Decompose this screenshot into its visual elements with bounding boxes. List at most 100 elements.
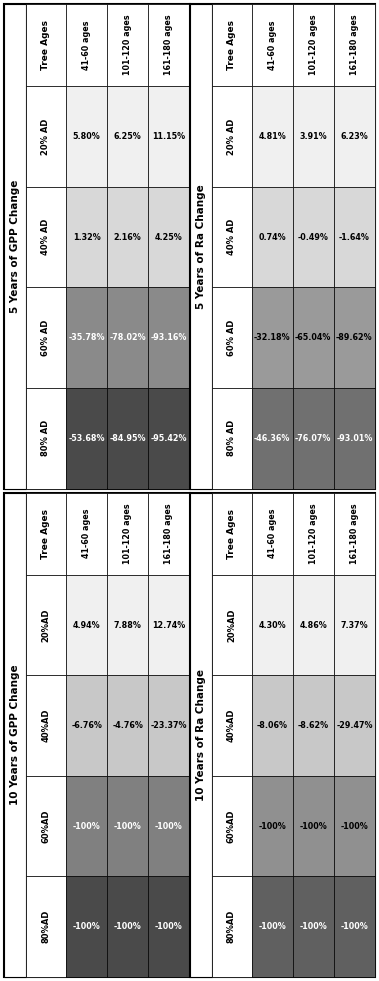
- Bar: [4, 4, 26, 489]
- Text: -100%: -100%: [155, 822, 183, 831]
- Text: 5 Years of Ra Change: 5 Years of Ra Change: [196, 183, 205, 309]
- Text: Tree Ages: Tree Ages: [41, 509, 50, 559]
- Bar: [334, 187, 375, 287]
- Bar: [334, 675, 375, 776]
- Text: -8.06%: -8.06%: [257, 721, 288, 730]
- Bar: [211, 4, 252, 86]
- Bar: [107, 675, 148, 776]
- Bar: [66, 86, 107, 187]
- Text: -6.76%: -6.76%: [71, 721, 102, 730]
- Text: Tree Ages: Tree Ages: [227, 509, 236, 559]
- Bar: [107, 575, 148, 675]
- Text: 6.23%: 6.23%: [341, 132, 368, 141]
- Bar: [252, 387, 293, 489]
- Bar: [26, 387, 66, 489]
- Text: -46.36%: -46.36%: [254, 434, 290, 442]
- Text: 80%AD: 80%AD: [227, 910, 236, 944]
- Text: 40% AD: 40% AD: [41, 219, 50, 255]
- Text: 80% AD: 80% AD: [227, 420, 236, 456]
- Text: -93.16%: -93.16%: [151, 334, 187, 342]
- Text: -8.62%: -8.62%: [298, 721, 329, 730]
- Bar: [211, 675, 252, 776]
- Text: 5.80%: 5.80%: [73, 132, 100, 141]
- Bar: [293, 86, 334, 187]
- Text: Tree Ages: Tree Ages: [41, 21, 50, 71]
- Bar: [252, 4, 293, 86]
- Bar: [293, 387, 334, 489]
- Text: -100%: -100%: [73, 922, 100, 931]
- Text: 20% AD: 20% AD: [41, 119, 50, 155]
- Text: -100%: -100%: [114, 822, 142, 831]
- Text: 80%AD: 80%AD: [41, 910, 50, 944]
- Bar: [148, 776, 190, 876]
- Bar: [4, 492, 26, 977]
- Text: -95.42%: -95.42%: [151, 434, 187, 442]
- Text: 11.15%: 11.15%: [152, 132, 185, 141]
- Text: -100%: -100%: [258, 922, 286, 931]
- Bar: [26, 575, 66, 675]
- Bar: [293, 187, 334, 287]
- Bar: [252, 575, 293, 675]
- Bar: [190, 492, 211, 977]
- Bar: [334, 387, 375, 489]
- Bar: [66, 575, 107, 675]
- Bar: [252, 187, 293, 287]
- Bar: [107, 492, 148, 575]
- Bar: [293, 776, 334, 876]
- Text: 1.32%: 1.32%: [73, 232, 100, 241]
- Text: -100%: -100%: [73, 822, 100, 831]
- Text: 161-180 ages: 161-180 ages: [164, 15, 174, 76]
- Text: 20%AD: 20%AD: [227, 608, 236, 642]
- Bar: [107, 86, 148, 187]
- Bar: [293, 492, 334, 575]
- Bar: [107, 776, 148, 876]
- Text: 3.91%: 3.91%: [299, 132, 327, 141]
- Bar: [211, 876, 252, 977]
- Bar: [252, 876, 293, 977]
- Bar: [26, 675, 66, 776]
- Bar: [252, 492, 293, 575]
- Bar: [66, 675, 107, 776]
- Text: 40%AD: 40%AD: [227, 709, 236, 743]
- Bar: [211, 187, 252, 287]
- Bar: [211, 492, 252, 575]
- Bar: [66, 387, 107, 489]
- Bar: [26, 287, 66, 387]
- Text: 10 Years of Ra Change: 10 Years of Ra Change: [196, 669, 205, 800]
- Text: 101-120 ages: 101-120 ages: [123, 15, 132, 76]
- Text: 41-60 ages: 41-60 ages: [82, 509, 91, 558]
- Text: 101-120 ages: 101-120 ages: [309, 503, 318, 564]
- Text: -84.95%: -84.95%: [110, 434, 146, 442]
- Text: 161-180 ages: 161-180 ages: [350, 503, 359, 564]
- Text: 4.81%: 4.81%: [258, 132, 286, 141]
- Bar: [252, 675, 293, 776]
- Text: -89.62%: -89.62%: [336, 334, 373, 342]
- Text: -100%: -100%: [299, 922, 327, 931]
- Bar: [148, 4, 190, 86]
- Bar: [211, 287, 252, 387]
- Bar: [107, 187, 148, 287]
- Text: -29.47%: -29.47%: [336, 721, 373, 730]
- Bar: [211, 575, 252, 675]
- Text: 7.37%: 7.37%: [341, 621, 368, 630]
- Text: Tree Ages: Tree Ages: [227, 21, 236, 71]
- Bar: [148, 492, 190, 575]
- Text: 20% AD: 20% AD: [227, 119, 236, 155]
- Bar: [148, 876, 190, 977]
- Text: 40% AD: 40% AD: [227, 219, 236, 255]
- Text: 12.74%: 12.74%: [152, 621, 186, 630]
- Bar: [148, 675, 190, 776]
- Bar: [26, 776, 66, 876]
- Bar: [26, 492, 66, 575]
- Bar: [148, 575, 190, 675]
- Bar: [66, 876, 107, 977]
- Bar: [107, 4, 148, 86]
- Text: 10 Years of GPP Change: 10 Years of GPP Change: [10, 664, 20, 805]
- Bar: [4, 492, 190, 977]
- Text: 161-180 ages: 161-180 ages: [164, 503, 174, 564]
- Text: -100%: -100%: [341, 822, 368, 831]
- Text: 4.94%: 4.94%: [73, 621, 100, 630]
- Bar: [26, 4, 66, 86]
- Text: -76.07%: -76.07%: [295, 434, 332, 442]
- Text: 60% AD: 60% AD: [227, 320, 236, 356]
